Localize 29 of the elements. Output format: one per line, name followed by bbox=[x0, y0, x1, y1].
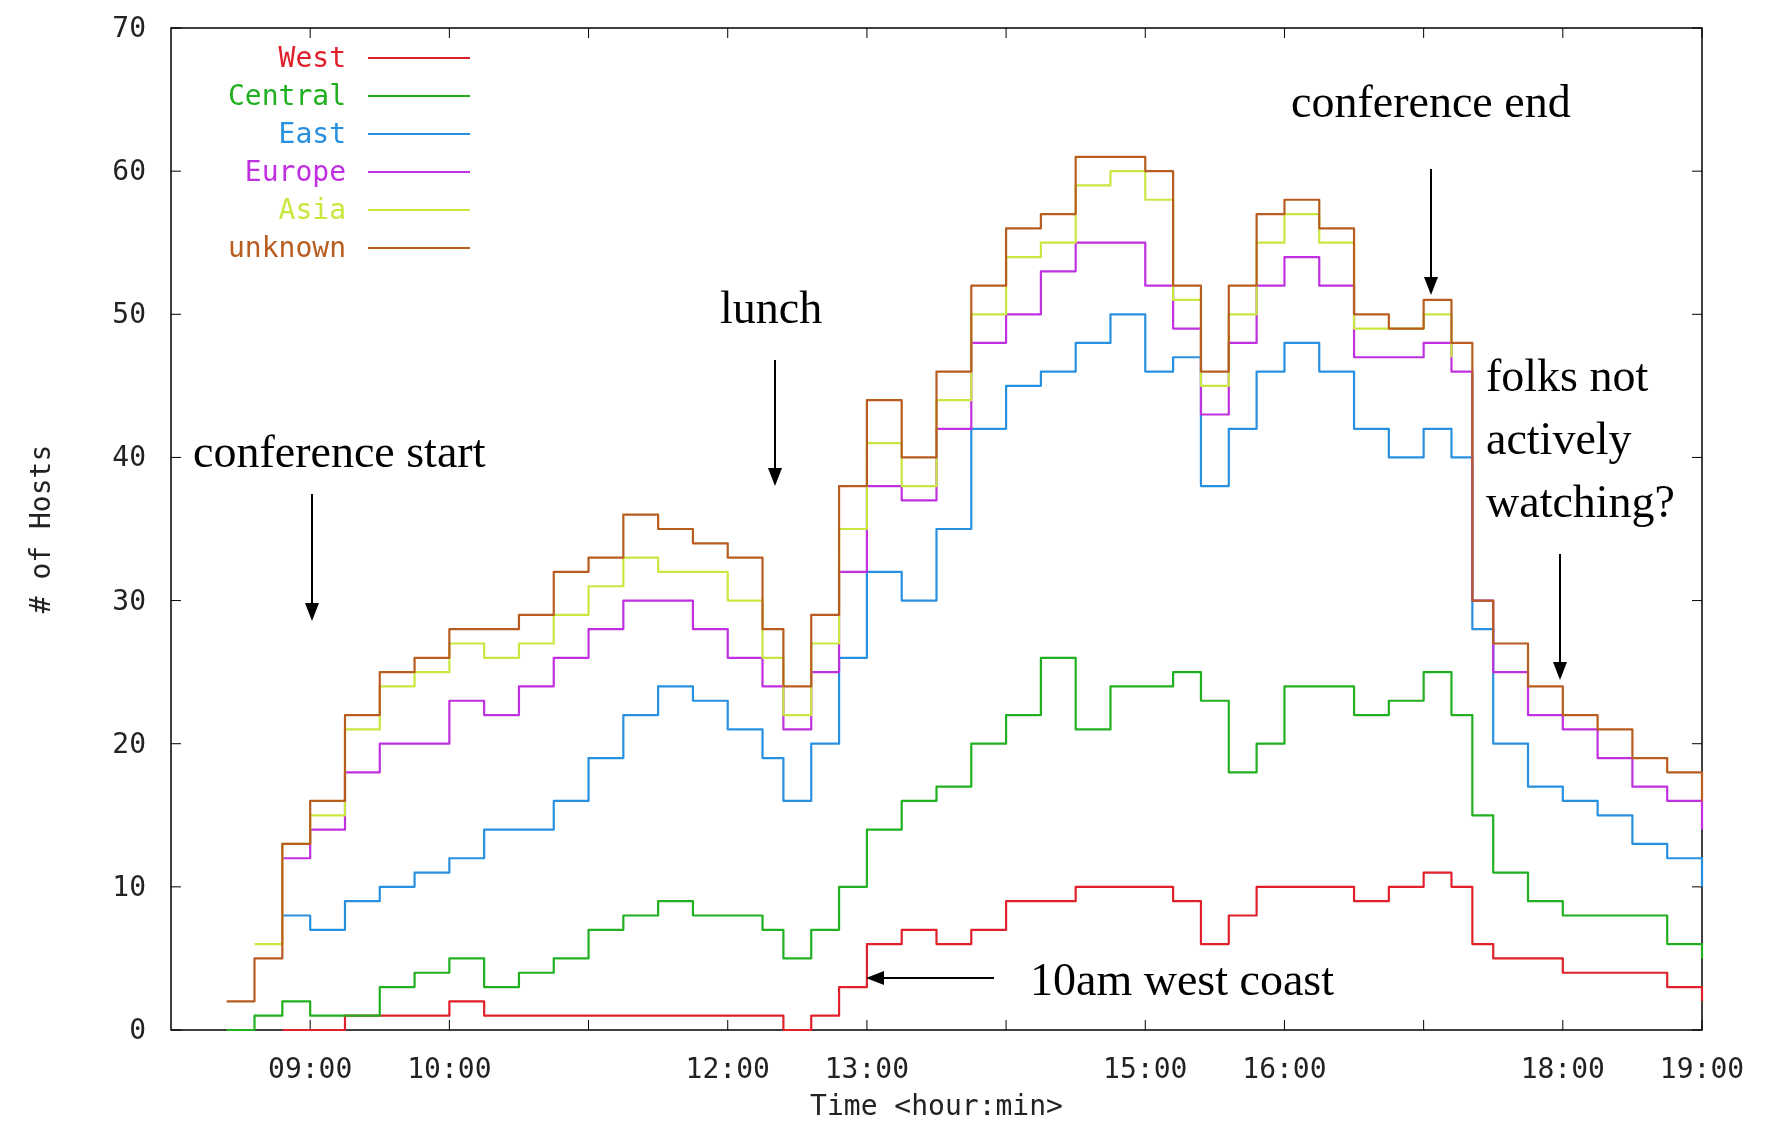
annotation: lunch bbox=[720, 282, 823, 333]
legend-label: Central bbox=[227, 79, 346, 112]
x-tick-label: 12:00 bbox=[685, 1052, 770, 1085]
x-tick-label: 18:00 bbox=[1520, 1052, 1605, 1085]
x-tick-label: 10:00 bbox=[407, 1052, 492, 1085]
x-tick-label: 13:00 bbox=[824, 1052, 910, 1085]
legend-label: East bbox=[278, 117, 346, 150]
legend-label: Asia bbox=[278, 193, 346, 226]
y-tick-label: 30 bbox=[112, 583, 146, 617]
y-tick-label: 40 bbox=[112, 440, 146, 474]
y-tick-label: 50 bbox=[112, 297, 146, 331]
annotation: 10am west coast bbox=[1030, 954, 1335, 1005]
legend-label: Europe bbox=[244, 155, 346, 188]
legend-label: unknown bbox=[227, 231, 346, 264]
y-tick-label: 60 bbox=[112, 154, 146, 188]
y-tick-label: 70 bbox=[112, 11, 146, 44]
y-tick-label: 0 bbox=[129, 1013, 146, 1046]
y-tick-label: 10 bbox=[112, 869, 146, 903]
x-tick-label: 16:00 bbox=[1242, 1052, 1327, 1085]
annotation: conference start bbox=[193, 426, 486, 477]
annotation: conference end bbox=[1291, 76, 1571, 127]
y-tick-label: 20 bbox=[112, 726, 146, 760]
x-axis-title: Time <hour:min> bbox=[810, 1089, 1063, 1122]
legend-label: West bbox=[278, 41, 346, 74]
annotation: folks not actively watching? bbox=[1486, 350, 1676, 527]
x-tick-label: 15:00 bbox=[1103, 1052, 1188, 1085]
x-tick-label: 19:00 bbox=[1659, 1052, 1745, 1085]
x-tick-label: 09:00 bbox=[268, 1052, 353, 1085]
y-axis-title: # of Hosts bbox=[24, 444, 57, 614]
